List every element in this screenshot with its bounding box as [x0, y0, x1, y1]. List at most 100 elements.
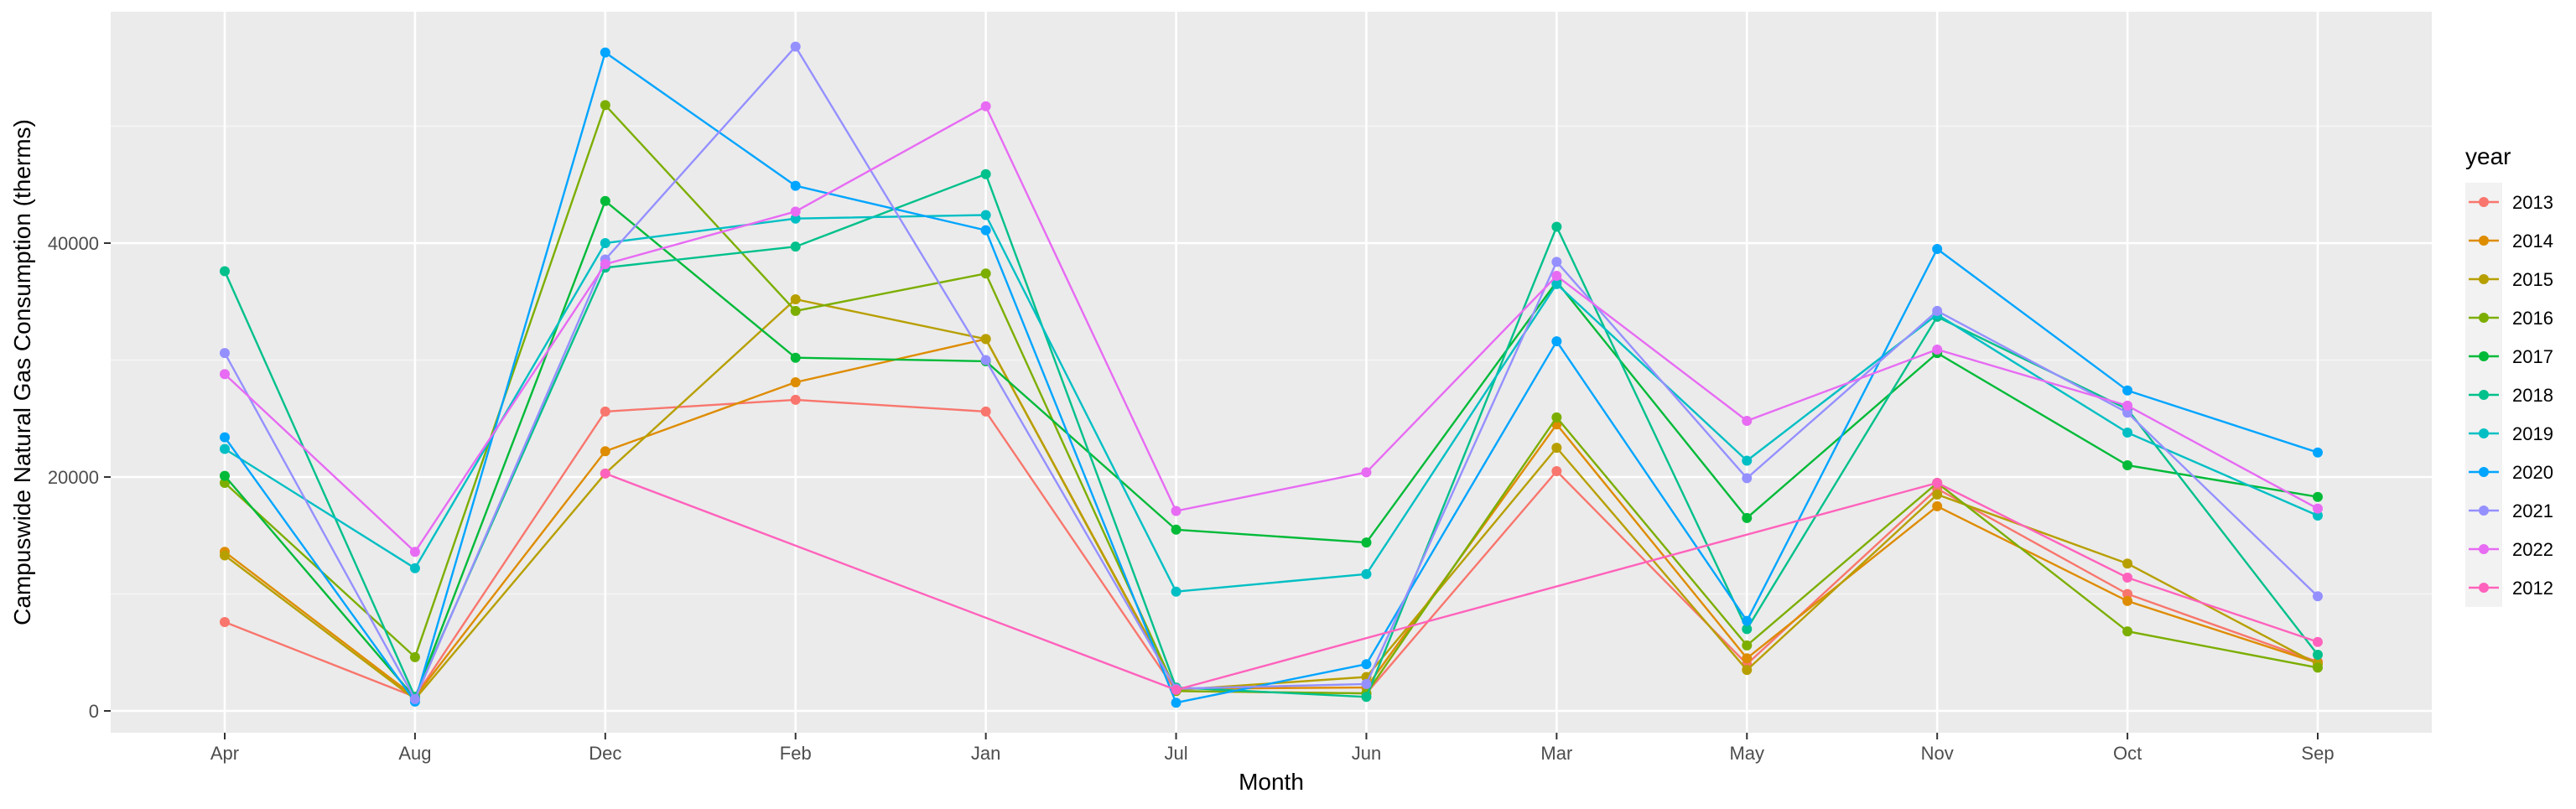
data-point: [790, 352, 801, 363]
data-point: [1551, 336, 1562, 347]
series-line-2020: [224, 51, 2319, 704]
x-tick-label: Jun: [1352, 743, 1381, 764]
data-point: [600, 195, 610, 206]
legend-key-point: [2479, 544, 2489, 554]
legend-item-2013: 2013: [2465, 183, 2553, 221]
legend-label: 2016: [2512, 308, 2553, 329]
data-point: [1742, 512, 1753, 523]
legend-key-point: [2479, 236, 2489, 246]
data-point: [409, 547, 420, 557]
data-point: [2313, 503, 2323, 514]
series-2019: [220, 210, 2323, 597]
data-point: [600, 446, 610, 457]
x-tick-label: Jan: [971, 743, 1000, 764]
legend-item-2020: 2020: [2465, 453, 2553, 491]
y-tick-label: 20000: [48, 467, 99, 488]
data-point: [600, 238, 610, 248]
plot-panel: [111, 12, 2432, 733]
y-axis: 0 20000 40000: [48, 233, 111, 722]
data-point: [980, 101, 991, 111]
data-point: [2122, 589, 2133, 599]
data-point: [2122, 595, 2133, 606]
legend-label: 2012: [2512, 578, 2553, 599]
data-point: [1742, 653, 1753, 664]
data-point: [790, 213, 801, 224]
data-point: [1361, 678, 1372, 689]
data-point: [220, 369, 230, 380]
data-point: [1932, 500, 1943, 511]
x-tick-label: Nov: [1921, 743, 1954, 764]
data-point: [409, 651, 420, 662]
legend-item-2017: 2017: [2465, 337, 2553, 376]
x-tick-label: Oct: [2113, 743, 2142, 764]
data-point: [1551, 412, 1562, 423]
x-tick-label: Aug: [398, 743, 431, 764]
series-line-2014: [224, 338, 2319, 698]
data-point: [220, 616, 230, 627]
legend-item-2012: 2012: [2465, 568, 2553, 607]
data-point: [1171, 586, 1182, 597]
data-point: [220, 477, 230, 488]
data-point: [1551, 257, 1562, 267]
data-point: [1551, 271, 1562, 282]
data-point: [790, 41, 801, 52]
data-point: [1742, 665, 1753, 676]
legend-label: 2013: [2512, 192, 2553, 213]
y-tick-label: 0: [89, 701, 99, 722]
legend-key-point: [2479, 274, 2489, 284]
legend-key-point: [2479, 583, 2489, 593]
x-tick-label: May: [1729, 743, 1764, 764]
data-point: [790, 394, 801, 405]
data-point: [1742, 455, 1753, 466]
data-point: [2122, 572, 2133, 583]
data-point: [1171, 698, 1182, 708]
legend-key-point: [2479, 390, 2489, 400]
data-point: [1742, 640, 1753, 651]
data-point: [980, 210, 991, 220]
data-point: [220, 550, 230, 561]
legend-label: 2018: [2512, 385, 2553, 406]
legend-item-2014: 2014: [2465, 221, 2553, 260]
legend-key-point: [2479, 197, 2489, 207]
data-point: [1361, 537, 1372, 548]
series-line-2019: [224, 214, 2319, 593]
data-point: [600, 47, 610, 58]
data-point: [2313, 662, 2323, 673]
data-point: [1742, 416, 1753, 427]
y-axis-title: Campuswide Natural Gas Consumption (ther…: [9, 119, 35, 625]
major-gridlines: [111, 12, 2432, 733]
x-tick-label: Feb: [780, 743, 812, 764]
data-point: [2122, 427, 2133, 438]
x-tick-label: Apr: [210, 743, 239, 764]
series-2017: [220, 195, 2323, 703]
legend-label: 2017: [2512, 346, 2553, 367]
data-point: [1932, 489, 1943, 500]
data-point: [1932, 243, 1943, 254]
data-point: [1742, 473, 1753, 484]
legend: year 2013 2014 2015 2016 2017 2018 2019 2020 202…: [2465, 143, 2553, 607]
data-point: [790, 377, 801, 388]
series-layer: [220, 41, 2323, 708]
legend-label: 2021: [2512, 500, 2553, 521]
x-tick-label: Jul: [1164, 743, 1187, 764]
data-point: [980, 334, 991, 345]
data-point: [980, 268, 991, 279]
data-point: [790, 206, 801, 217]
data-point: [1551, 278, 1562, 289]
data-point: [1551, 466, 1562, 477]
legend-key-point: [2479, 428, 2489, 438]
legend-item-2022: 2022: [2465, 530, 2553, 568]
series-2020: [220, 47, 2323, 708]
data-point: [1171, 684, 1182, 695]
x-tick-label: Mar: [1540, 743, 1572, 764]
legend-title: year: [2465, 143, 2511, 169]
data-point: [790, 305, 801, 316]
data-point: [600, 468, 610, 479]
data-point: [2313, 447, 2323, 458]
data-point: [2313, 650, 2323, 661]
legend-label: 2022: [2512, 539, 2553, 560]
legend-key-point: [2479, 351, 2489, 361]
minor-gridlines: [111, 125, 2432, 595]
legend-key-point: [2479, 313, 2489, 323]
data-point: [1742, 624, 1753, 635]
